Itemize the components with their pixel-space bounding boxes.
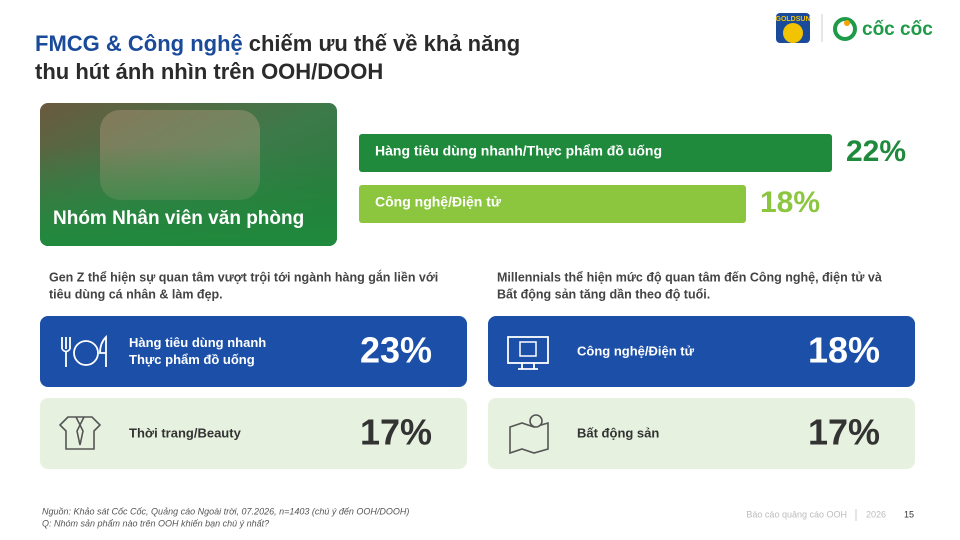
card-value: 23%: [360, 330, 432, 371]
icon: [519, 341, 537, 357]
icon: [518, 363, 538, 370]
card-bg: [40, 316, 467, 387]
report-name: Báo cáo quảng cáo OOH: [746, 509, 847, 519]
title-rest: chiếm ưu thế về khả năng: [249, 31, 520, 56]
card: Công nghệ/Điện tử 18%: [488, 316, 915, 387]
card-label: Hàng tiêu dùng nhanh: [129, 335, 266, 350]
card: Thời trang/Beauty 17%: [40, 398, 467, 469]
section-note: tiêu dùng cá nhân & làm đẹp.: [49, 287, 223, 301]
page-number: 15: [904, 509, 914, 519]
card-label: Thời trang/Beauty: [129, 425, 242, 440]
icon: [529, 414, 543, 428]
report-year: 2026: [866, 509, 886, 519]
hero-label: Nhóm Nhân viên văn phòng: [53, 208, 304, 229]
logo-text: cốc cốc: [862, 19, 933, 40]
icon: [507, 336, 549, 364]
card-label: Bất động sản: [577, 425, 659, 440]
card: Bất động sản 17%: [488, 398, 915, 469]
icon: [58, 416, 102, 450]
icon: [73, 340, 99, 366]
title-highlight: FMCG & Công nghệ: [35, 31, 243, 56]
bar: [359, 134, 832, 172]
section-note: Millennials thể hiện mức độ quan tâm đến…: [497, 270, 882, 284]
card: Hàng tiêu dùng nhanh Thực phẩm đồ uống 23%: [40, 316, 467, 387]
icon: [61, 337, 71, 367]
bar-value: 18%: [760, 186, 820, 219]
card-value: 17%: [360, 412, 432, 453]
logo-goldsun: GOLDSUN: [776, 13, 811, 43]
card-bg: [488, 398, 915, 469]
section-note: Gen Z thể hiện sự quan tâm vượt trội tới…: [49, 269, 438, 284]
card-bg: [488, 316, 915, 387]
card-value: 18%: [808, 330, 880, 371]
source: Q: Nhóm sản phẩm nào trên OOH khiến bạn …: [42, 518, 269, 528]
card-label: Công nghệ/Điện tử: [577, 343, 695, 358]
bar: [359, 185, 746, 223]
title: FMCG & Công nghệ chiếm ưu thế về khả năng: [35, 31, 520, 56]
source: Nguồn: Khảo sát Cốc Cốc, Quảng cáo Ngoài…: [42, 506, 409, 516]
hero-image: Nhóm Nhân viên văn phòng: [40, 103, 337, 246]
card-bg: [40, 398, 467, 469]
icon: [509, 421, 549, 455]
title-line: thu hút ánh nhìn trên OOH/DOOH: [35, 59, 383, 84]
logo-text: GOLDSUN: [776, 16, 811, 23]
bar-label: Hàng tiêu dùng nhanh/Thực phẩm đồ uống: [375, 143, 662, 159]
icon: [99, 334, 107, 367]
card-label: Thực phẩm đồ uống: [129, 352, 255, 367]
bar-value: 22%: [846, 135, 906, 168]
section-note: Bất động sản tăng dần theo độ tuổi.: [497, 287, 710, 301]
card-value: 17%: [808, 412, 880, 453]
bar-label: Công nghệ/Điện tử: [375, 194, 502, 210]
logo-coccoc: cốc cốc: [833, 17, 933, 41]
